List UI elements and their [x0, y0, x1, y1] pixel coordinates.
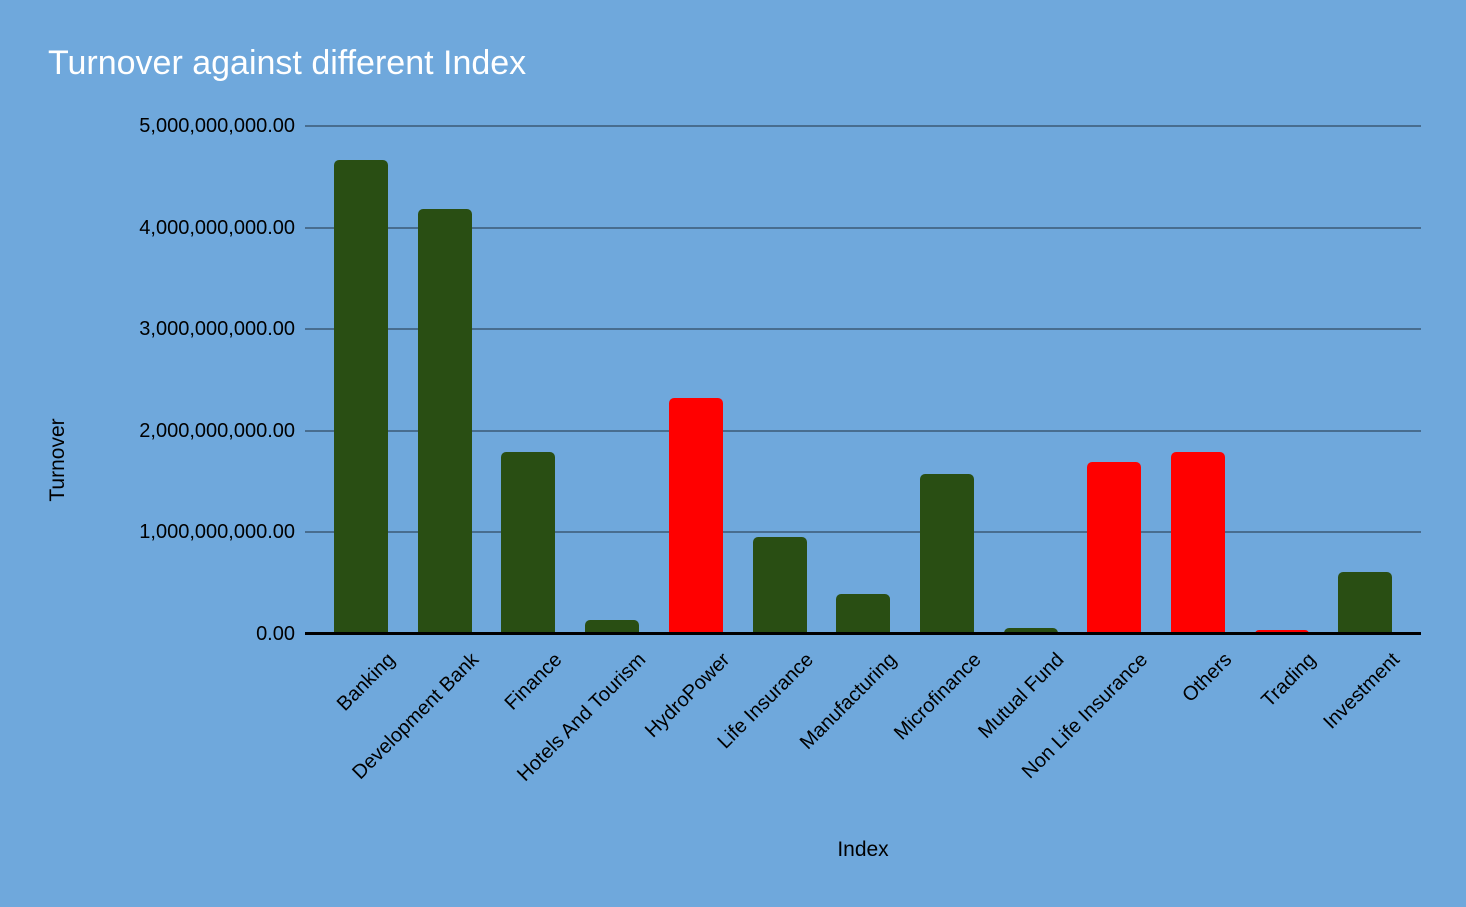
x-tick-label-finance: Finance: [500, 648, 567, 715]
bar-development-bank: [417, 209, 472, 634]
x-axis-baseline: [305, 632, 1421, 635]
gridline: [305, 125, 1421, 127]
bar-others: [1171, 452, 1225, 634]
x-tick-label-microfinance: Microfinance: [889, 648, 986, 745]
gridline: [305, 226, 1421, 229]
y-tick-label: 4,000,000,000.00: [139, 216, 295, 239]
bar-manufacturing: [836, 594, 891, 634]
bar-mutual-fund: [1003, 627, 1058, 634]
y-tick-label: 5,000,000,000.00: [139, 115, 295, 137]
gridline: [305, 429, 1421, 432]
x-axis-title: Index: [837, 838, 889, 861]
gridline: [305, 531, 1421, 534]
y-tick-label: 0.00: [256, 623, 295, 645]
bar-hotels-and-tourism: [585, 619, 640, 634]
bar-trading: [1254, 629, 1309, 634]
bar-banking: [334, 159, 388, 634]
x-tick-label-trading: Trading: [1256, 648, 1320, 712]
x-tick-label-banking: Banking: [332, 648, 400, 716]
x-tick-label-others: Others: [1178, 648, 1237, 707]
bar-hydropower: [668, 398, 723, 634]
x-tick-label-investment: Investment: [1318, 648, 1404, 734]
gridline: [305, 328, 1421, 331]
bar-investment: [1338, 572, 1393, 634]
bar-non-life-insurance: [1087, 462, 1142, 634]
y-tick-label: 2,000,000,000.00: [139, 419, 295, 442]
chart-title: Turnover against different Index: [48, 44, 527, 82]
bar-finance: [501, 452, 556, 634]
y-tick-label: 3,000,000,000.00: [139, 318, 295, 341]
y-axis-title: Turnover: [46, 418, 69, 502]
bar-microfinance: [919, 474, 974, 634]
bar-life-insurance: [752, 537, 807, 634]
y-tick-label: 1,000,000,000.00: [139, 521, 295, 544]
